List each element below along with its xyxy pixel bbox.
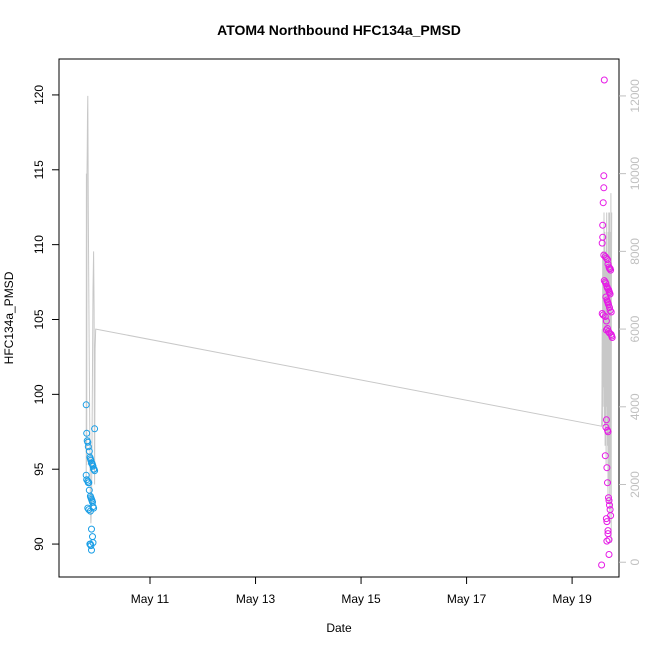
data-point-series-2 [603, 518, 611, 526]
y2-tick-label: 6000 [628, 315, 642, 342]
data-point-series-1 [85, 479, 93, 487]
data-point-series-1 [82, 401, 90, 409]
x-tick-label: May 15 [341, 592, 381, 606]
data-point-series-2 [602, 293, 610, 301]
data-point-series-2 [607, 308, 615, 316]
data-point-series-1 [91, 425, 99, 433]
plot-frame [58, 58, 620, 578]
y-tick-label: 105 [32, 309, 46, 329]
data-point-series-2 [599, 221, 607, 229]
y2-axis: 0 2000 4000 6000 8000 10000 12000 [619, 79, 642, 566]
data-point-series-2 [598, 239, 606, 247]
y2-tick-label: 8000 [628, 238, 642, 265]
data-point-series-2 [607, 266, 615, 274]
data-point-series-2 [604, 298, 611, 305]
data-point-series-1 [86, 507, 94, 515]
data-point-series-1 [83, 429, 91, 437]
y2-tick-label: 0 [628, 559, 642, 566]
data-point-series-2 [604, 260, 612, 268]
data-point-series-2 [602, 515, 610, 523]
data-point-series-2 [603, 464, 611, 472]
data-point-series-2 [607, 512, 615, 520]
data-point-series-2 [601, 452, 609, 460]
chart-title: ATOM4 Northbound HFC134a_PMSD [217, 22, 461, 38]
data-point-series-1 [84, 438, 92, 446]
data-point-series-2 [604, 479, 611, 487]
y-tick-label: 110 [32, 235, 46, 254]
altitude-layer [85, 95, 613, 543]
data-point-series-2 [606, 307, 614, 314]
data-point-series-1 [91, 467, 99, 475]
x-axis: May 11 May 13 May 15 May 17 May 19 [131, 577, 592, 606]
y-axis-label: HFC134a_PMSD [2, 271, 16, 364]
data-point-series-1 [88, 546, 95, 554]
data-point-series-2 [604, 325, 611, 332]
y2-tick-label: 2000 [628, 471, 642, 498]
data-point-series-2 [605, 494, 612, 502]
data-point-series-1 [88, 525, 95, 533]
data-point-series-1 [89, 533, 96, 541]
altitude-line [85, 95, 613, 543]
data-point-series-2 [604, 256, 611, 264]
data-point-series-2 [605, 536, 613, 544]
data-point-series-1 [87, 542, 95, 550]
data-point-series-2 [603, 537, 611, 545]
data-point-series-2 [602, 416, 610, 424]
x-tick-label: May 19 [552, 592, 592, 606]
data-point-series-2 [604, 527, 612, 535]
data-point-series-2 [599, 199, 607, 207]
data-point-series-2 [606, 501, 613, 509]
y2-tick-label: 12000 [628, 79, 642, 113]
data-point-series-2 [600, 184, 608, 192]
y-tick-label: 100 [32, 384, 46, 404]
data-point-series-2 [600, 76, 608, 84]
points-layer [82, 76, 616, 569]
data-point-series-2 [601, 313, 609, 320]
x-tick-label: May 13 [236, 592, 276, 606]
data-point-series-2 [602, 326, 610, 334]
y-tick-label: 120 [32, 85, 46, 105]
y-tick-label: 90 [32, 537, 46, 551]
data-point-series-1 [84, 443, 92, 451]
data-point-series-2 [602, 317, 610, 325]
data-point-series-2 [608, 334, 616, 341]
y2-tick-label: 4000 [628, 393, 642, 420]
data-point-series-2 [604, 428, 612, 436]
y-tick-label: 115 [32, 160, 46, 179]
data-point-series-2 [598, 561, 606, 569]
data-point-series-2 [605, 497, 613, 505]
y-axis: 90 95 100 105 110 115 120 [32, 85, 59, 551]
y2-tick-label: 10000 [628, 157, 642, 191]
data-point-series-2 [605, 551, 613, 558]
x-tick-label: May 11 [131, 592, 170, 606]
y-tick-label: 95 [32, 462, 46, 476]
data-point-series-1 [89, 462, 97, 470]
data-point-series-2 [606, 304, 613, 311]
data-point-series-2 [599, 311, 607, 319]
data-point-series-1 [85, 506, 93, 514]
data-point-series-2 [602, 280, 610, 288]
data-point-series-2 [600, 172, 608, 180]
x-tick-label: May 17 [447, 592, 487, 606]
data-point-series-1 [87, 456, 95, 464]
x-axis-label: Date [326, 621, 352, 635]
